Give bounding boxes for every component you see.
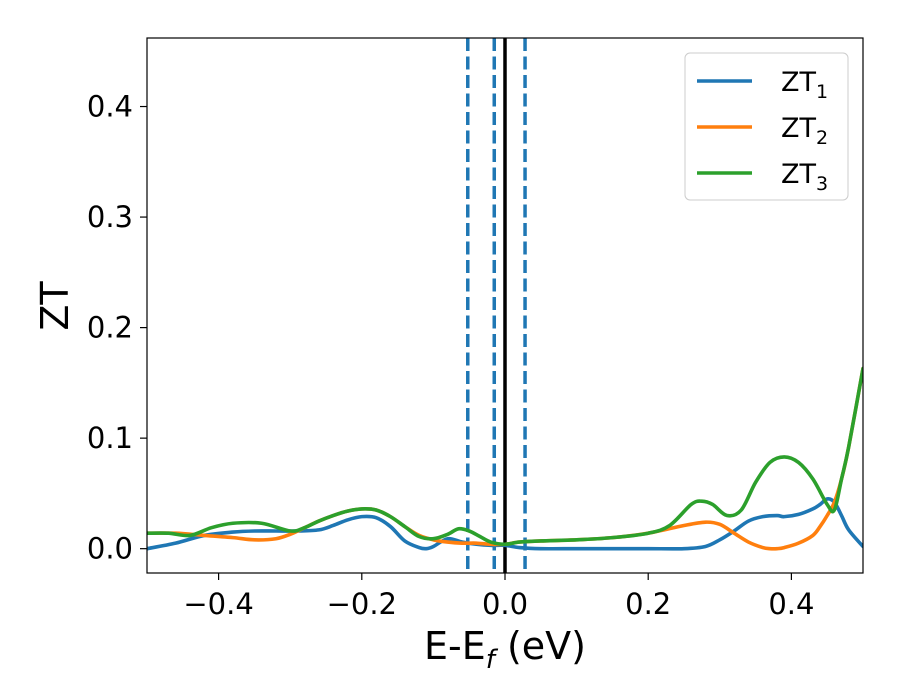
legend-box — [684, 52, 849, 201]
y-axis: 0.0 0.1 0.2 0.3 0.4 — [87, 90, 147, 566]
x-tick-label: 0.2 — [625, 587, 671, 621]
y-axis-label: ZT — [33, 281, 77, 331]
y-tick-label: 0.0 — [87, 532, 133, 566]
x-tick-label: 0.0 — [482, 587, 528, 621]
x-tick-label: 0.4 — [768, 587, 814, 621]
series-line-zt3 — [147, 366, 863, 547]
reference-lines — [466, 38, 527, 573]
y-tick-label: 0.3 — [87, 200, 133, 234]
legend-label-zt3: ZT3 — [781, 159, 828, 195]
x-axis: −0.4 −0.2 0.0 0.2 0.4 — [183, 573, 814, 621]
series-lines — [147, 366, 863, 551]
legend-label-zt2: ZT2 — [781, 113, 828, 149]
x-tick-label: −0.4 — [183, 587, 253, 621]
y-tick-label: 0.2 — [87, 311, 133, 345]
y-tick-label: 0.1 — [87, 421, 133, 455]
y-tick-label: 0.4 — [87, 90, 133, 124]
legend: ZT1 ZT2 ZT3 — [684, 52, 849, 201]
x-tick-label: −0.2 — [327, 587, 397, 621]
legend-label-zt1: ZT1 — [781, 67, 828, 103]
x-axis-label: E-Ef (eV) — [424, 624, 586, 675]
